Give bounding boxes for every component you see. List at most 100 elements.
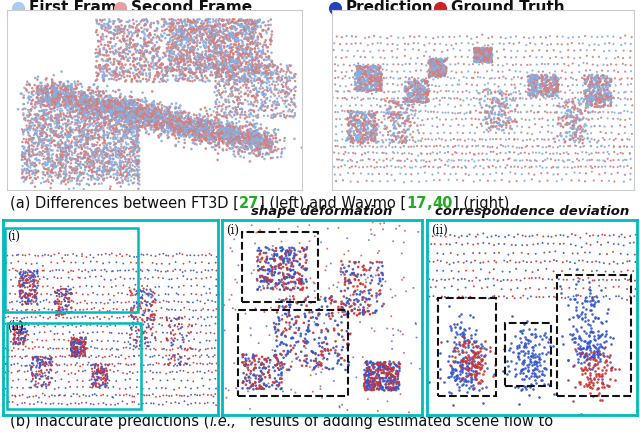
Point xyxy=(253,113,263,121)
Point xyxy=(563,356,573,364)
Point xyxy=(287,274,297,281)
Point xyxy=(230,71,240,78)
Point xyxy=(166,60,177,67)
Point xyxy=(405,32,415,40)
Point xyxy=(134,113,144,121)
Point xyxy=(144,113,154,121)
Point xyxy=(484,45,495,52)
Point xyxy=(166,120,177,127)
Point xyxy=(38,101,48,109)
Point xyxy=(227,138,237,145)
Point xyxy=(250,139,260,146)
Point xyxy=(371,125,381,132)
Point xyxy=(347,32,357,40)
Point xyxy=(228,44,238,51)
Point xyxy=(214,73,225,80)
Point xyxy=(21,290,31,297)
Point xyxy=(536,259,546,266)
Point xyxy=(143,314,153,321)
Point xyxy=(471,233,481,240)
Point xyxy=(184,116,194,123)
Point xyxy=(204,19,214,26)
Point xyxy=(399,150,410,157)
Point xyxy=(384,375,394,382)
Point xyxy=(147,40,157,47)
Point xyxy=(263,142,273,149)
Point xyxy=(400,138,410,145)
Point xyxy=(183,17,193,24)
Point xyxy=(518,292,529,299)
Point xyxy=(440,72,450,79)
Point xyxy=(455,361,465,368)
Point xyxy=(333,164,343,171)
Point xyxy=(81,339,91,346)
Point xyxy=(118,138,128,145)
Point xyxy=(211,47,221,54)
Point xyxy=(323,347,333,354)
Point xyxy=(224,68,234,75)
Point xyxy=(531,72,541,79)
Point xyxy=(238,352,248,359)
Point xyxy=(61,100,72,107)
Point xyxy=(180,16,190,23)
Point xyxy=(246,57,256,64)
Point xyxy=(376,73,386,81)
Point xyxy=(593,137,604,144)
Point xyxy=(206,126,216,133)
Point xyxy=(221,60,232,67)
Point xyxy=(70,169,80,176)
Point xyxy=(377,149,387,156)
Point xyxy=(21,272,31,279)
Point xyxy=(365,371,376,378)
Point xyxy=(253,135,263,142)
Point xyxy=(364,69,374,76)
Point xyxy=(480,360,490,367)
Point xyxy=(152,32,163,40)
Point xyxy=(524,35,534,42)
Point xyxy=(68,88,79,95)
Point xyxy=(124,113,134,120)
Point xyxy=(35,299,45,306)
Point xyxy=(132,113,143,120)
Point xyxy=(74,393,84,400)
Point xyxy=(241,65,251,73)
Point xyxy=(375,378,385,385)
Point xyxy=(78,161,88,168)
Point xyxy=(369,63,380,70)
Point xyxy=(370,382,380,389)
Point xyxy=(414,108,424,115)
Point xyxy=(363,386,373,393)
Point xyxy=(208,123,218,130)
Point xyxy=(575,54,586,61)
Point xyxy=(108,267,118,275)
Point xyxy=(495,40,505,47)
Point xyxy=(284,319,294,326)
Point xyxy=(128,36,138,44)
Point xyxy=(477,361,488,368)
Point xyxy=(105,105,115,112)
Point xyxy=(68,93,79,100)
Point xyxy=(475,162,485,170)
Point xyxy=(479,352,489,360)
Point xyxy=(137,328,147,335)
Point xyxy=(172,38,182,45)
Point xyxy=(166,65,176,72)
Point xyxy=(516,129,527,136)
Point xyxy=(216,51,226,58)
Point xyxy=(123,171,133,178)
Point xyxy=(59,285,69,292)
Point xyxy=(73,173,83,180)
Point xyxy=(578,143,588,150)
Point xyxy=(399,53,410,60)
Point xyxy=(142,18,152,25)
Point xyxy=(218,17,228,24)
Point xyxy=(427,136,437,143)
Point xyxy=(144,109,154,117)
Text: (i): (i) xyxy=(7,230,20,243)
Point xyxy=(410,79,420,86)
Point xyxy=(482,156,492,163)
Point xyxy=(426,283,436,291)
Point xyxy=(17,152,28,159)
Point xyxy=(89,96,99,103)
Point xyxy=(191,34,202,41)
